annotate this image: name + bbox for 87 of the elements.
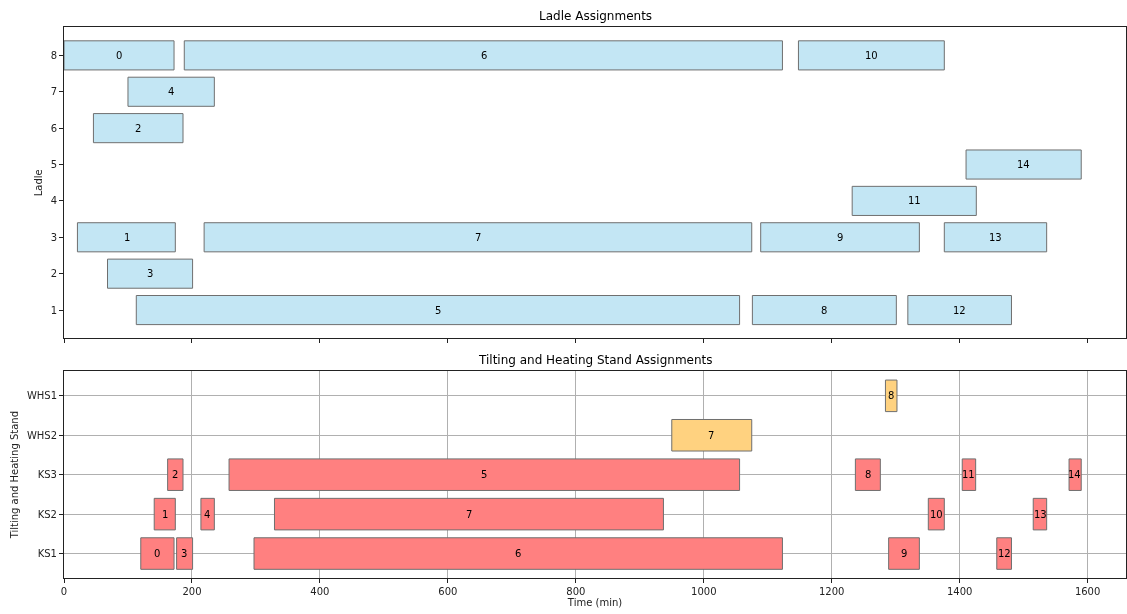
- y-tick-label: KS1: [37, 548, 57, 560]
- bar: [107, 258, 194, 289]
- x-tick-label: 1200: [818, 586, 845, 597]
- annotation: 0: [154, 548, 161, 559]
- bar: [927, 497, 945, 531]
- annotation: 11: [962, 469, 975, 480]
- y-tick-label: KS2: [37, 508, 57, 520]
- annotation: 8: [865, 469, 872, 480]
- bar: [996, 537, 1012, 570]
- bar: [888, 537, 920, 570]
- x-tick-label: 1000: [691, 586, 717, 597]
- bar: [228, 458, 741, 491]
- bar: [671, 418, 753, 452]
- chart-title: Tilting and Heating Stand Assignments: [478, 353, 713, 367]
- y-axis-title: Ladle: [32, 169, 44, 197]
- bar: [760, 222, 920, 253]
- annotation: 7: [466, 509, 473, 520]
- bar: [884, 379, 898, 413]
- y-tick-label: 8: [50, 49, 57, 61]
- bar: [943, 222, 1048, 253]
- annotation: 11: [908, 195, 921, 206]
- annotation: 12: [998, 548, 1011, 559]
- y-tick-label: 3: [50, 231, 57, 243]
- annotation: 14: [1017, 159, 1030, 170]
- annotation: 6: [481, 50, 488, 61]
- bar: [167, 458, 184, 491]
- annotation: 4: [204, 509, 211, 520]
- y-tick-label: KS3: [37, 469, 57, 481]
- y-tick-label: 1: [50, 304, 57, 316]
- x-tick-label: 800: [566, 586, 586, 597]
- bar: [851, 185, 977, 216]
- annotation: 3: [181, 548, 188, 559]
- annotation: 8: [821, 305, 828, 316]
- x-tick-label: 200: [182, 586, 202, 597]
- bar: [203, 222, 753, 253]
- bar: [751, 295, 897, 326]
- annotation: 9: [901, 548, 908, 559]
- annotation: 10: [865, 50, 878, 61]
- annotation: 6: [515, 548, 522, 559]
- bar: [854, 458, 881, 491]
- y-tick-label: 7: [50, 86, 57, 98]
- y-axis-title: Tilting and Heating Stand: [8, 411, 20, 540]
- bar: [797, 40, 945, 71]
- annotation: 8: [888, 390, 895, 401]
- annotation: 2: [172, 469, 179, 480]
- y-tick-label: 2: [50, 268, 57, 280]
- bar: [200, 497, 215, 531]
- annotation: 12: [953, 305, 966, 316]
- x-tick-label: 1600: [1074, 586, 1101, 597]
- annotation: 7: [708, 430, 715, 441]
- annotation: 13: [989, 232, 1002, 243]
- annotation: 3: [147, 268, 154, 279]
- bar: [1068, 458, 1082, 491]
- annotation: 2: [135, 123, 142, 134]
- annotation: 13: [1034, 509, 1047, 520]
- x-tick-label: 600: [438, 586, 458, 597]
- annotation: 5: [435, 305, 442, 316]
- y-tick-label: WHS2: [26, 429, 57, 441]
- annotation: 1: [124, 232, 131, 243]
- annotation: 7: [475, 232, 482, 243]
- annotation: 1: [162, 509, 169, 520]
- x-tick-label: 1400: [946, 586, 973, 597]
- x-axis-title: Time (min): [566, 597, 623, 608]
- bar: [965, 149, 1082, 180]
- y-tick-label: 6: [50, 122, 57, 134]
- annotation: 10: [930, 509, 943, 520]
- y-tick-label: 5: [50, 159, 57, 171]
- annotation: 5: [481, 469, 488, 480]
- y-tick-label: WHS1: [26, 390, 57, 402]
- bar: [92, 113, 184, 144]
- annotation: 4: [168, 86, 175, 97]
- annotation: 9: [837, 232, 844, 243]
- annotation: 0: [116, 50, 123, 61]
- y-tick-label: 4: [50, 195, 57, 207]
- chart-title: Ladle Assignments: [539, 9, 653, 23]
- bar: [273, 497, 664, 531]
- x-tick-label: 400: [310, 586, 330, 597]
- bar: [183, 40, 783, 71]
- bar: [135, 295, 741, 326]
- annotation: 14: [1068, 469, 1081, 480]
- bar: [907, 295, 1012, 326]
- bar: [76, 222, 176, 253]
- bar: [127, 76, 215, 107]
- x-tick-label: 0: [60, 586, 68, 597]
- bar: [153, 497, 176, 531]
- bar: [253, 537, 783, 570]
- bar: [64, 40, 175, 71]
